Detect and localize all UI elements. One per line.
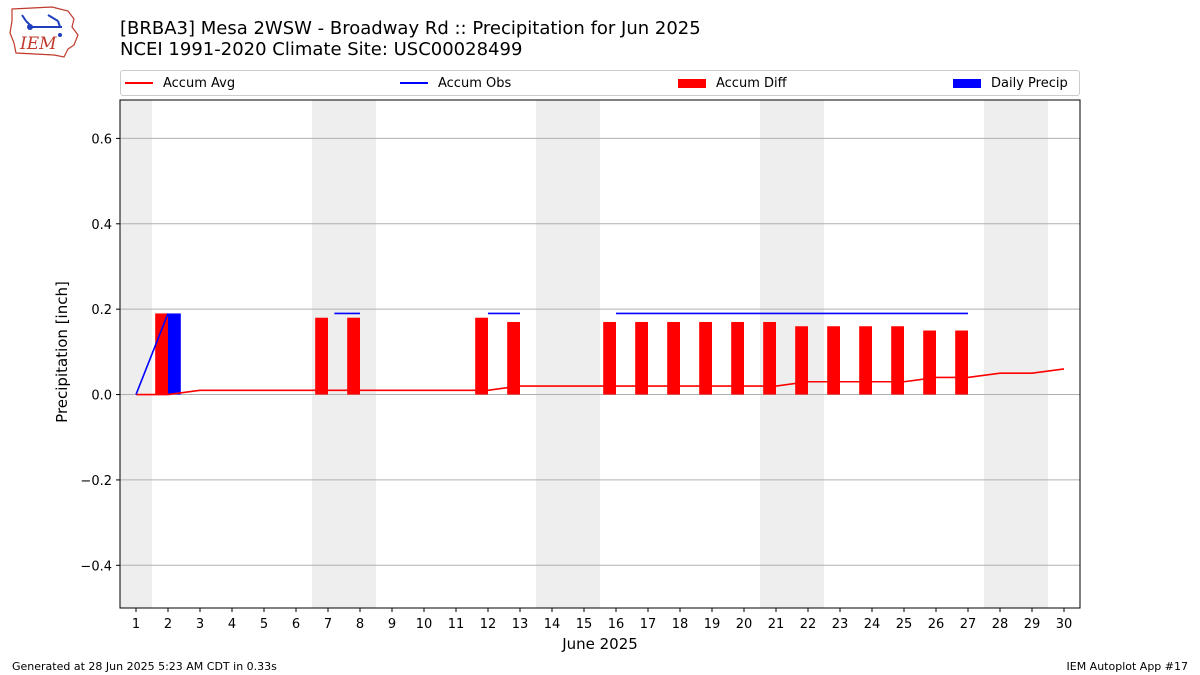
x-tick-label: 23 — [832, 617, 849, 632]
y-tick-label: −0.4 — [80, 559, 112, 574]
x-tick-label: 11 — [448, 617, 465, 632]
x-tick-label: 16 — [608, 617, 625, 632]
weekend-shade — [120, 100, 152, 608]
x-tick-label: 27 — [960, 617, 977, 632]
logo-text: IEM — [19, 34, 57, 54]
x-tick-label: 13 — [512, 617, 529, 632]
legend-swatch — [678, 78, 706, 88]
weekend-shade — [536, 100, 600, 608]
y-axis-label: Precipitation [inch] — [53, 281, 71, 423]
accum-diff-bar — [731, 321, 744, 395]
x-tick-label: 7 — [324, 617, 332, 632]
accum-diff-bar — [827, 326, 840, 395]
footer-app-id: IEM Autoplot App #17 — [1066, 660, 1189, 673]
accum-avg-line — [136, 368, 1065, 396]
weekend-shade — [984, 100, 1048, 608]
accum-diff-bar — [859, 326, 872, 395]
x-tick-label: 9 — [388, 617, 396, 632]
x-tick-label: 22 — [800, 617, 817, 632]
x-tick-label: 26 — [928, 617, 945, 632]
accum-diff-bar — [507, 321, 520, 395]
x-tick-label: 19 — [704, 617, 721, 632]
plot-frame — [119, 99, 1081, 609]
y-tick-label: −0.2 — [80, 474, 112, 489]
chart-title: [BRBA3] Mesa 2WSW - Broadway Rd :: Preci… — [120, 18, 701, 60]
footer-generated: Generated at 28 Jun 2025 5:23 AM CDT in … — [12, 660, 277, 673]
legend-label: Accum Obs — [438, 75, 512, 91]
legend-swatch — [400, 82, 428, 84]
x-tick-label: 17 — [640, 617, 657, 632]
x-axis-label: June 2025 — [561, 635, 638, 653]
accum-diff-bar — [347, 317, 360, 395]
iem-logo-icon: IEM — [9, 6, 79, 58]
legend-item-accum-avg: Accum Avg — [125, 74, 235, 92]
x-tick-label: 21 — [768, 617, 785, 632]
x-tick-label: 12 — [480, 617, 497, 632]
daily-precip-bar — [168, 313, 181, 395]
accum-diff-bar — [155, 313, 168, 395]
chart-title-line2: NCEI 1991-2020 Climate Site: USC00028499 — [120, 39, 523, 60]
x-tick-label: 20 — [736, 617, 753, 632]
accum-diff-bar — [667, 321, 680, 395]
y-tick-label: 0.6 — [91, 132, 112, 147]
legend-label: Daily Precip — [991, 75, 1068, 91]
y-tick-label: 0.4 — [91, 218, 112, 233]
legend-label: Accum Diff — [716, 75, 787, 91]
y-tick-label: 0.0 — [91, 389, 112, 404]
accum-diff-bar — [955, 330, 968, 395]
legend-item-accum-obs: Accum Obs — [400, 74, 511, 92]
x-tick-label: 30 — [1056, 617, 1073, 632]
accum-obs-line — [135, 313, 169, 395]
x-tick-label: 18 — [672, 617, 689, 632]
accum-diff-bar — [763, 321, 776, 395]
legend-swatch — [125, 82, 153, 84]
legend-item-accum-diff: Accum Diff — [678, 74, 787, 92]
accum-diff-bar — [923, 330, 936, 395]
legend-item-daily-precip: Daily Precip — [953, 74, 1068, 92]
accum-diff-bar — [635, 321, 648, 395]
accum-diff-bar — [315, 317, 328, 395]
x-tick-label: 2 — [164, 617, 172, 632]
legend-swatch — [953, 78, 981, 88]
x-tick-label: 1 — [132, 617, 140, 632]
iem-logo: IEM — [8, 5, 80, 59]
accum-diff-bar — [603, 321, 616, 395]
x-tick-label: 6 — [292, 617, 300, 632]
y-tick-label: 0.2 — [91, 303, 112, 318]
x-tick-label: 14 — [544, 617, 561, 632]
x-tick-label: 29 — [1024, 617, 1041, 632]
x-tick-label: 5 — [260, 617, 268, 632]
chart-legend: Accum Avg Accum Obs Accum Diff Daily Pre… — [120, 70, 1080, 96]
chart-title-line1: [BRBA3] Mesa 2WSW - Broadway Rd :: Preci… — [120, 18, 701, 39]
x-tick-label: 4 — [228, 617, 236, 632]
accum-diff-bar — [795, 326, 808, 395]
legend-label: Accum Avg — [163, 75, 236, 91]
x-tick-label: 24 — [864, 617, 881, 632]
x-tick-label: 8 — [356, 617, 364, 632]
x-tick-label: 10 — [416, 617, 433, 632]
x-tick-label: 25 — [896, 617, 913, 632]
x-tick-label: 15 — [576, 617, 593, 632]
accum-diff-bar — [475, 317, 488, 395]
x-tick-label: 3 — [196, 617, 204, 632]
accum-diff-bar — [699, 321, 712, 395]
x-tick-label: 28 — [992, 617, 1009, 632]
accum-diff-bar — [891, 326, 904, 395]
